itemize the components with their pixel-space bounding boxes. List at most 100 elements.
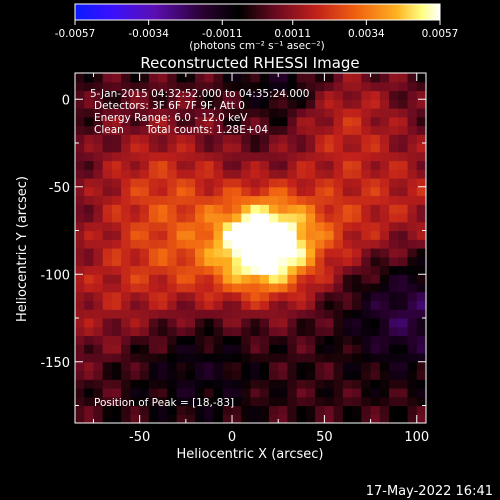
heatmap-cell xyxy=(342,300,353,310)
heatmap-cell xyxy=(167,151,178,162)
heatmap-cell xyxy=(111,213,122,223)
heatmap-cell xyxy=(287,318,298,328)
heatmap-cell xyxy=(232,291,242,302)
heatmap-cell xyxy=(204,73,215,83)
heatmap-cell xyxy=(315,195,325,205)
heatmap-cell xyxy=(102,221,113,232)
heatmap-cell xyxy=(315,125,325,135)
heatmap-cell xyxy=(102,396,113,407)
heatmap-cell xyxy=(352,353,362,363)
heatmap-cell xyxy=(185,151,196,162)
heatmap-cell xyxy=(389,300,399,310)
heatmap-cell xyxy=(389,178,399,188)
heatmap-cell xyxy=(305,318,316,328)
heatmap-cell xyxy=(176,204,187,214)
heatmap-cell xyxy=(176,405,187,415)
heatmap-cell xyxy=(148,300,159,310)
heatmap-cell xyxy=(222,396,233,407)
heatmap-cell xyxy=(370,344,381,354)
heatmap-cell xyxy=(250,318,261,328)
heatmap-cell xyxy=(324,405,335,415)
heatmap-cell xyxy=(93,160,104,170)
heatmap-cell xyxy=(305,169,316,179)
heatmap-cell xyxy=(158,274,168,284)
heatmap-cell xyxy=(278,379,289,389)
heatmap-cell xyxy=(93,125,104,135)
heatmap-cell xyxy=(259,256,270,267)
heatmap-cell xyxy=(158,169,168,179)
colorbar-tick-label: 0.0034 xyxy=(348,28,385,40)
heatmap-cell xyxy=(158,361,168,372)
heatmap-cell xyxy=(204,169,215,179)
heatmap-cell xyxy=(75,108,85,118)
heatmap-cell xyxy=(111,353,122,363)
heatmap-cell xyxy=(416,309,426,319)
heatmap-cell xyxy=(379,335,390,345)
heatmap-cell xyxy=(370,326,381,337)
heatmap-cell xyxy=(158,396,168,407)
heatmap-cell xyxy=(204,134,215,144)
heatmap-cell xyxy=(176,283,187,293)
heatmap-cell xyxy=(195,125,205,135)
heatmap-cell xyxy=(148,239,159,249)
heatmap-cell xyxy=(389,379,399,389)
heatmap-cell xyxy=(241,335,252,345)
heatmap-cell xyxy=(84,99,95,109)
heatmap-cell xyxy=(121,73,132,83)
heatmap-cell xyxy=(315,99,325,109)
heatmap-cell xyxy=(389,396,399,407)
heatmap-cell xyxy=(324,318,335,328)
heatmap-cell xyxy=(213,396,224,407)
heatmap-cell xyxy=(130,248,141,258)
heatmap-cell xyxy=(287,81,298,92)
heatmap-cell xyxy=(185,283,196,293)
heatmap-cell xyxy=(158,291,168,302)
heatmap-cell xyxy=(158,265,168,275)
heatmap-cell xyxy=(361,353,372,363)
heatmap-cell xyxy=(287,361,298,372)
heatmap-cell xyxy=(398,405,409,415)
heatmap-cell xyxy=(167,318,178,328)
heatmap-cell xyxy=(268,379,279,389)
heatmap-cell xyxy=(176,396,187,407)
heatmap-cell xyxy=(102,283,113,293)
heatmap-cell xyxy=(361,326,372,337)
heatmap-cell xyxy=(305,178,316,188)
heatmap-cell xyxy=(158,116,168,127)
heatmap-cell xyxy=(148,160,159,170)
heatmap-cell xyxy=(130,230,141,240)
heatmap-cell xyxy=(250,213,261,223)
heatmap-cell xyxy=(361,361,372,372)
heatmap-cell xyxy=(102,99,113,109)
heatmap-cell xyxy=(278,230,289,240)
heatmap-cell xyxy=(176,265,187,275)
heatmap-cell xyxy=(416,186,426,197)
heatmap-cell xyxy=(167,143,178,153)
heatmap-cell xyxy=(158,81,168,92)
heatmap-cell xyxy=(352,116,362,127)
heatmap-cell xyxy=(416,239,426,249)
heatmap-cell xyxy=(315,160,325,170)
heatmap-cell xyxy=(268,213,279,223)
heatmap-cell xyxy=(84,221,95,232)
heatmap-cell xyxy=(222,230,233,240)
heatmap-cell xyxy=(370,379,381,389)
heatmap-cell xyxy=(213,335,224,345)
heatmap-cell xyxy=(287,230,298,240)
heatmap-cell xyxy=(111,396,122,407)
heatmap-cell xyxy=(75,370,85,380)
heatmap-cell xyxy=(296,221,307,232)
heatmap-cell xyxy=(130,108,141,118)
heatmap-cell xyxy=(148,195,159,205)
heatmap-cell xyxy=(176,213,187,223)
heatmap-cell xyxy=(278,169,289,179)
heatmap-cell xyxy=(315,291,325,302)
heatmap-cell xyxy=(176,90,187,100)
heatmap-cell xyxy=(315,309,325,319)
heatmap-cell xyxy=(176,248,187,258)
heatmap-cell xyxy=(204,405,215,415)
colorbar-ticks: -0.0057 -0.0034 -0.0011 0.0011 0.0034 0.0057 xyxy=(55,20,458,40)
heatmap-cell xyxy=(176,318,187,328)
heatmap-cell xyxy=(379,309,390,319)
heatmap-cell xyxy=(416,248,426,258)
